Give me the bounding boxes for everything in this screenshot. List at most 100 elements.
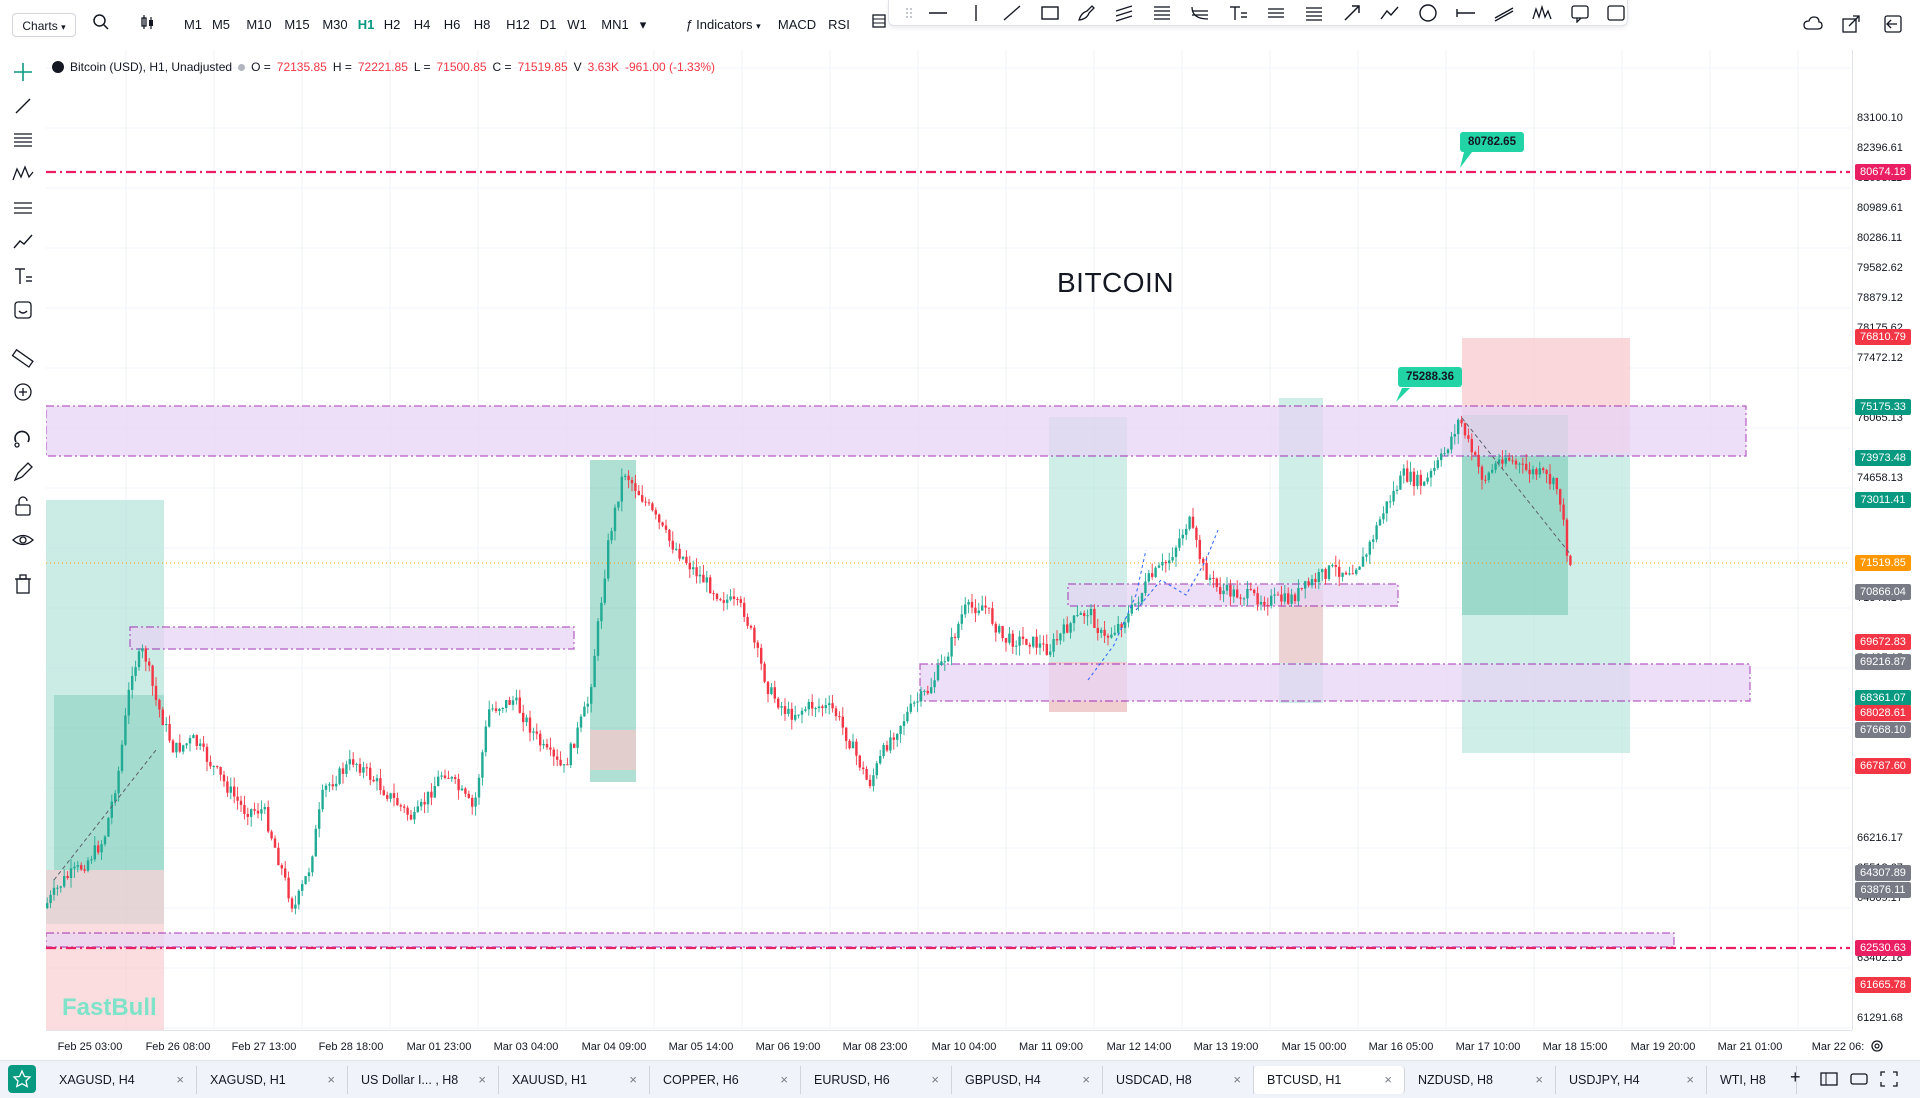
indicators-button[interactable]: ƒ Indicators ▾ [676,13,770,37]
window-icon[interactable] [1850,1071,1868,1092]
close-tab-icon[interactable]: × [327,1072,335,1087]
close-tab-icon[interactable]: × [176,1072,184,1087]
text-icon[interactable] [1227,3,1249,23]
share-icon[interactable] [1840,13,1862,35]
price-note-icon[interactable] [1569,3,1591,24]
price-callout-mid[interactable]: 75288.36 [1398,367,1462,387]
fib-channel-icon[interactable] [1189,3,1211,23]
price-chart[interactable] [46,50,1850,1030]
ruler-icon[interactable] [11,346,35,370]
fib-retracement-icon[interactable] [1151,3,1173,23]
fullscreen-icon[interactable] [1880,1071,1898,1092]
timeframe-m10[interactable]: M10 [246,17,272,32]
lock-icon[interactable] [11,494,35,518]
symbol-tab[interactable]: USDJPY, H4 × [1556,1066,1707,1094]
layout-icon[interactable] [1820,1071,1838,1092]
symbol-tab[interactable]: XAUUSD, H1 × [499,1066,650,1094]
crosshair-icon[interactable] [11,60,35,84]
symbol-tab[interactable]: XAGUSD, H4 × [46,1066,197,1094]
timeframe-m1[interactable]: M1 [183,17,203,32]
timeframe-h8[interactable]: H8 [473,17,491,32]
candle-body [736,598,739,600]
trend-line-icon[interactable] [1001,3,1023,23]
macd-button[interactable]: MACD [777,17,817,32]
symbol-tab[interactable]: COPPER, H6 × [650,1066,801,1094]
close-tab-icon[interactable]: × [478,1072,486,1087]
add-tab-button[interactable]: + [1790,1067,1801,1087]
pattern-icon[interactable] [1531,3,1553,23]
timeframe-h1[interactable]: H1 [357,17,375,32]
settings-gear-icon[interactable] [1868,1037,1886,1055]
close-tab-icon[interactable]: × [629,1072,637,1087]
drag-handle-icon[interactable] [899,3,921,23]
emoji-icon[interactable] [11,298,35,322]
timeframe-w1[interactable]: W1 [567,17,587,32]
symbol-tab[interactable]: NZDUSD, H8 × [1405,1066,1556,1094]
arrow-icon[interactable] [1341,3,1363,23]
close-tab-icon[interactable]: × [1082,1072,1090,1087]
symbol-tab[interactable]: EURUSD, H6 × [801,1066,952,1094]
symbol-tab[interactable]: XAGUSD, H1 × [197,1066,348,1094]
candle-body [1117,623,1120,633]
magnet-icon[interactable] [11,426,35,450]
rectangle-icon[interactable] [1039,3,1061,23]
fib-icon[interactable] [11,128,35,152]
candle-body [1450,436,1453,450]
close-tab-icon[interactable]: × [1384,1072,1392,1087]
circle-icon[interactable] [1417,3,1439,23]
timeframe-m30[interactable]: M30 [322,17,348,32]
candle-body [909,703,912,712]
cloud-icon[interactable] [1802,13,1824,35]
close-tab-icon[interactable]: × [1233,1072,1241,1087]
ray-icon[interactable] [1455,3,1477,23]
timeframe-h2[interactable]: H2 [383,17,401,32]
price-axis[interactable]: 83100.1082396.6181693.1180989.6180286.11… [1852,50,1920,1030]
exit-fullscreen-icon[interactable] [1882,13,1904,35]
template-icon[interactable] [868,13,890,37]
zoom-in-icon[interactable] [11,380,35,404]
horizontal-line-icon[interactable] [927,3,949,23]
symbol-tab[interactable]: GBPUSD, H4 × [952,1066,1103,1094]
trend-line-icon[interactable] [11,94,35,118]
price-callout-high[interactable]: 80782.65 [1460,132,1524,152]
timeframe-h12[interactable]: H12 [506,17,530,32]
close-tab-icon[interactable]: × [1535,1072,1543,1087]
gann-icon[interactable] [1303,3,1325,23]
close-tab-icon[interactable]: × [780,1072,788,1087]
draw-mode-icon[interactable] [11,460,35,484]
charts-menu-button[interactable]: Charts ▾ [12,13,76,37]
pitchfork-icon[interactable] [1265,3,1287,23]
symbol-tab[interactable]: BTCUSD, H1 × [1254,1066,1405,1094]
timeframe-m5[interactable]: M5 [211,17,231,32]
path-icon[interactable] [1379,3,1401,23]
price-label-icon[interactable] [1605,3,1627,23]
chevron-down-icon[interactable]: ▾ [639,17,647,32]
close-tab-icon[interactable]: × [931,1072,939,1087]
brush-icon[interactable] [1075,3,1097,23]
time-axis[interactable]: Feb 25 03:00 Feb 26 08:00 Feb 27 13:00 Feb … [46,1030,1883,1060]
timeframe-h4[interactable]: H4 [413,17,431,32]
symbol-tab[interactable]: WTI, H8 [1707,1066,1797,1094]
extended-line-icon[interactable] [1493,3,1515,23]
eye-icon[interactable] [11,528,35,552]
chart-annotation-title[interactable]: BITCOIN [1057,267,1175,298]
timeframe-h6[interactable]: H6 [443,17,461,32]
timeframe-m15[interactable]: M15 [284,17,310,32]
timeframe-mn1[interactable]: MN1 [601,17,629,32]
timeframe-d1[interactable]: D1 [539,17,557,32]
candle-body [889,737,892,751]
search-icon[interactable] [90,13,112,37]
gann-icon[interactable] [11,196,35,220]
star-icon[interactable] [8,1065,36,1093]
pattern-icon[interactable] [11,162,35,186]
trash-icon[interactable] [11,572,35,596]
symbol-tab[interactable]: USDCAD, H8 × [1103,1066,1254,1094]
parallel-channel-icon[interactable] [1113,3,1135,23]
close-tab-icon[interactable]: × [1686,1072,1694,1087]
vertical-line-icon[interactable] [965,3,987,23]
candles-icon[interactable] [136,13,158,37]
rsi-button[interactable]: RSI [828,17,850,32]
text-icon[interactable] [11,264,35,288]
symbol-tab[interactable]: US Dollar I... , H8 × [348,1066,499,1094]
forecast-icon[interactable] [11,230,35,254]
